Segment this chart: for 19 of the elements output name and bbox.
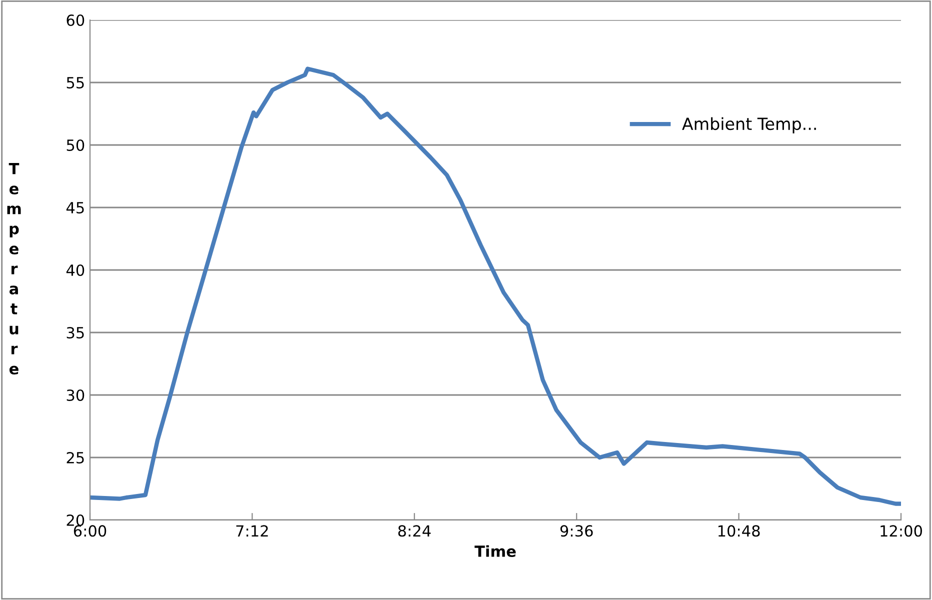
x-tick-label: 8:24 bbox=[398, 525, 431, 537]
x-tick-label: 6:00 bbox=[74, 525, 106, 537]
y-tick-label: 45 bbox=[66, 202, 84, 214]
x-tick-label: 9:36 bbox=[560, 525, 593, 537]
y-tick-label: 35 bbox=[66, 326, 84, 339]
y-tick-label: 60 bbox=[66, 14, 84, 26]
y-tick-label: 25 bbox=[66, 452, 84, 464]
y-tick-label: 55 bbox=[66, 77, 84, 89]
legend-label: Ambient Temp... bbox=[682, 117, 816, 134]
x-tick-label: 7:12 bbox=[236, 525, 268, 536]
x-axis-title: Time bbox=[474, 545, 516, 558]
y-tick-label: 20 bbox=[66, 514, 84, 526]
y-tick-label: 30 bbox=[66, 389, 84, 402]
y-tick-label: 40 bbox=[66, 264, 84, 276]
y-tick-label: 50 bbox=[66, 139, 84, 152]
text: Temperature bbox=[7, 163, 21, 374]
x-tick-label: 12:00 bbox=[880, 525, 922, 537]
x-tick-label: 10:48 bbox=[718, 525, 760, 537]
line-series bbox=[90, 66, 901, 506]
